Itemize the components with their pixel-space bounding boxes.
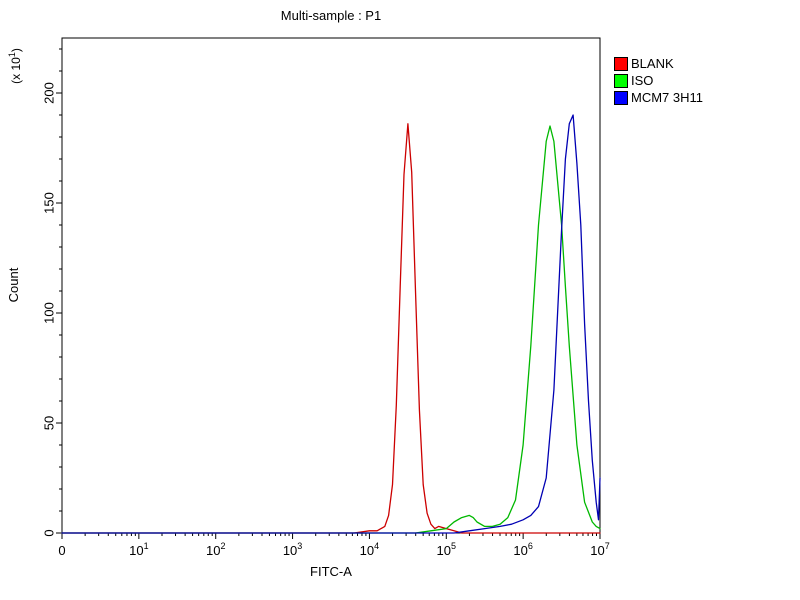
legend-item-mcm7-3h11: MCM7 3H11 [614,91,703,105]
y-axis-label: Count [6,267,21,303]
y-multiplier-post: ) [9,48,23,53]
series-curve-iso [61,125,601,534]
y-tick-label: 200 [42,82,57,104]
legend-swatch-mcm7-3h11 [614,91,628,105]
x-tick-label: 101 [129,541,148,558]
y-axis-multiplier: (x 101) [4,29,23,103]
y-tick-label: 0 [42,529,57,536]
y-tick-label: 50 [42,416,57,430]
x-tick-label: 104 [360,541,379,558]
plot-border [61,37,601,534]
x-tick-label: 0 [58,543,65,558]
series-curve-mcm7-3h11 [61,114,601,534]
x-tick-label: 105 [437,541,456,558]
legend-item-blank: BLANK [614,57,703,71]
y-multiplier-sup: 1 [7,52,17,58]
legend-label-mcm7-3h11: MCM7 3H11 [631,90,704,105]
y-multiplier-pre: (x 10 [9,57,23,84]
x-tick-label: 106 [513,541,532,558]
x-axis-label: FITC-A [310,564,352,579]
x-tick-label: 102 [206,541,225,558]
legend-swatch-blank [614,57,628,71]
legend-item-iso: ISO [614,74,703,88]
legend-label-iso: ISO [631,73,654,88]
y-tick-label: 100 [42,302,57,324]
legend-swatch-iso [614,74,628,88]
series-curve-blank [61,123,601,534]
x-tick-label: 103 [283,541,302,558]
legend: BLANK ISO MCM7 3H11 [614,57,703,108]
legend-label-blank: BLANK [631,56,674,71]
chart-title: Multi-sample : P1 [280,8,382,23]
x-tick-label: 107 [590,541,609,558]
y-tick-label: 150 [42,192,57,214]
